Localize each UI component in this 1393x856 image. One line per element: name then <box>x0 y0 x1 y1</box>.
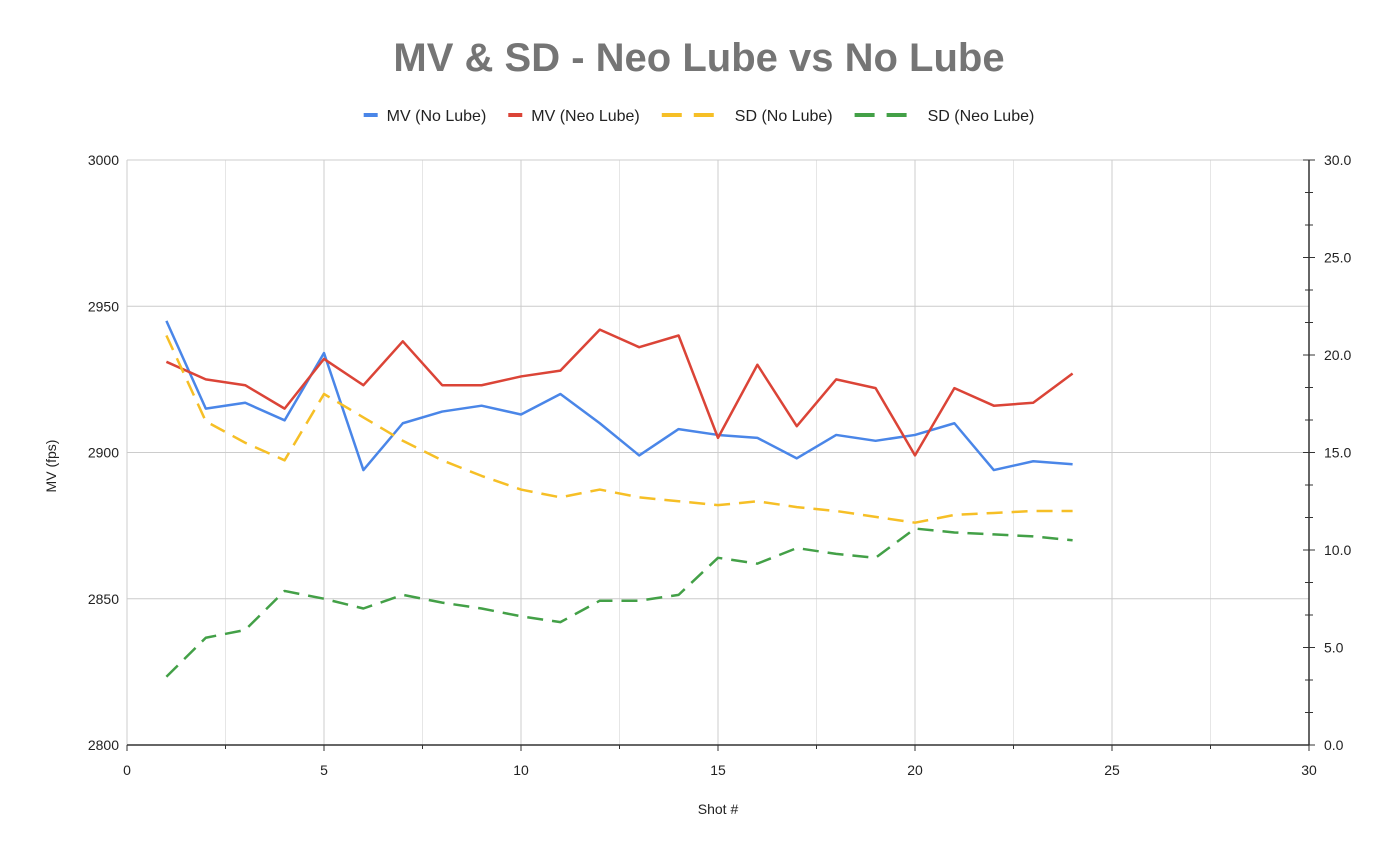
legend-label: SD (No Lube) <box>735 108 833 125</box>
y2-tick-label: 20.0 <box>1324 347 1351 363</box>
axes: 0 5 10 15 20 25 30 2800 2850 2900 2950 3000 0.0 5.0 10… <box>88 152 1352 778</box>
chart-title: MV & SD - Neo Lube vs No Lube <box>393 36 1004 80</box>
legend-label: MV (Neo Lube) <box>531 108 640 125</box>
legend-item-3[interactable]: SD (No Lube) <box>661 108 833 125</box>
legend-label: MV (No Lube) <box>387 108 487 125</box>
y-axis-title: MV (fps) <box>43 440 59 493</box>
legend-label: SD (Neo Lube) <box>928 108 1035 125</box>
x-tick-label: 30 <box>1301 762 1317 778</box>
x-tick-label: 15 <box>710 762 726 778</box>
y2-tick-label: 0.0 <box>1324 737 1344 753</box>
y2-tick-label: 30.0 <box>1324 152 1351 168</box>
y2-tick-label: 5.0 <box>1324 640 1344 656</box>
x-tick-label: 10 <box>513 762 529 778</box>
legend: MV (No Lube) MV (Neo Lube) SD (No Lube) SD … <box>363 108 1035 125</box>
y-tick-label: 2800 <box>88 737 119 753</box>
series-line-3 <box>165 334 1073 524</box>
y2-tick-label: 25.0 <box>1324 250 1351 266</box>
series-line-1 <box>165 320 1073 472</box>
legend-item-2[interactable]: MV (Neo Lube) <box>508 108 640 125</box>
x-tick-label: 0 <box>123 762 131 778</box>
x-axis-title: Shot # <box>698 801 739 817</box>
x-tick-label: 5 <box>320 762 328 778</box>
x-tick-label: 25 <box>1104 762 1120 778</box>
series-line-2 <box>165 328 1074 457</box>
legend-item-1[interactable]: MV (No Lube) <box>363 108 487 125</box>
y-tick-label: 2950 <box>88 298 119 314</box>
series-lines <box>165 320 1074 678</box>
y-tick-label: 2850 <box>88 591 119 607</box>
legend-item-4[interactable]: SD (Neo Lube) <box>854 108 1035 125</box>
x-tick-label: 20 <box>907 762 923 778</box>
y2-tick-label: 15.0 <box>1324 445 1351 461</box>
y2-tick-label: 10.0 <box>1324 542 1351 558</box>
series-line-4 <box>165 527 1073 678</box>
y-tick-label: 2900 <box>88 445 119 461</box>
y-tick-label: 3000 <box>88 152 119 168</box>
